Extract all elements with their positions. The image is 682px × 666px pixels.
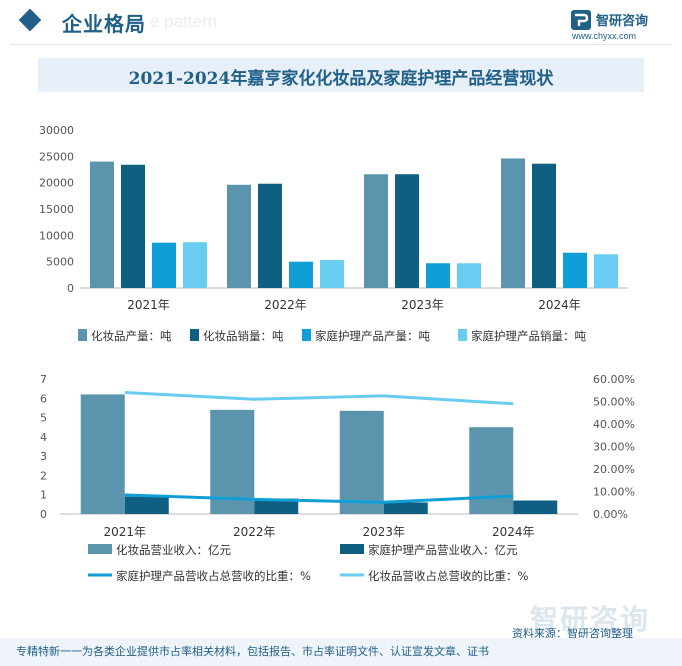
- bar: [289, 261, 313, 288]
- footer-band: [0, 638, 682, 666]
- legend-label: 家庭护理产品营业收入：亿元: [368, 543, 518, 557]
- y-tick-label: 5000: [46, 256, 74, 269]
- bar: [501, 158, 525, 288]
- y-tick-label: 5: [40, 412, 47, 425]
- bar: [121, 164, 145, 288]
- bar: [364, 174, 388, 288]
- data-source: 资料来源：智研咨询整理: [512, 627, 633, 640]
- bar: [90, 161, 114, 288]
- bar: [227, 184, 251, 288]
- logo-name: 智研咨询: [596, 14, 649, 29]
- bar: [426, 263, 450, 288]
- brand-logo: 智研咨询 www.chyxx.com: [570, 9, 680, 43]
- footer-watermark: 智研咨询: [530, 603, 651, 636]
- legend-label: 化妆品产量：吨: [91, 329, 172, 343]
- x-tick-label: 2024年: [538, 298, 581, 312]
- series-line: [124, 391, 514, 406]
- bar: [152, 242, 176, 288]
- y-tick-label: 0: [40, 508, 47, 521]
- x-tick-label: 2024年: [492, 525, 535, 539]
- bar: [457, 263, 481, 288]
- y-tick-label: 6: [40, 392, 47, 405]
- bar: [383, 502, 428, 514]
- bar: [532, 163, 556, 288]
- bar: [513, 500, 558, 514]
- bar: [320, 260, 344, 288]
- volume-bar-chart: 0 5000 10000 15000 20000 25000 30000 2021年 2022年…: [39, 124, 628, 343]
- footer-note: 专精特新一一为各类企业提供市占率相关材料，包括报告、市占率证明文件、认证宣发文章…: [16, 645, 489, 658]
- header-divider: [10, 44, 672, 45]
- revenue-combo-chart: 0 1 2 3 4 5 6 7 0.00% 10.00% 20.00% 30.00% 40.00% 50.…: [40, 373, 635, 583]
- logo-icon: [571, 10, 591, 30]
- legend-swatch: [88, 544, 112, 554]
- x-tick-label: 2023年: [362, 525, 405, 539]
- legend-label: 化妆品销量：吨: [203, 329, 284, 343]
- y2-tick-label: 40.00%: [593, 418, 635, 431]
- bar: [563, 252, 587, 288]
- legend-swatch: [190, 329, 199, 341]
- legend-label: 家庭护理产品营收占总营收的比重：%: [116, 569, 311, 583]
- y2-tick-label: 10.00%: [593, 486, 635, 499]
- legend-swatch: [302, 329, 311, 341]
- y-tick-label: 4: [40, 431, 47, 444]
- header-watermark: e pattern: [150, 12, 218, 31]
- x-tick-label: 2022年: [264, 298, 307, 312]
- legend-swatch: [78, 329, 87, 341]
- y-tick-label: 20000: [39, 177, 74, 190]
- y2-tick-label: 20.00%: [593, 463, 635, 476]
- legend-label: 化妆品营收占总营收的比重：%: [368, 569, 528, 583]
- bar: [183, 242, 207, 288]
- bar: [469, 427, 514, 514]
- x-tick-label: 2021年: [127, 298, 170, 312]
- bar: [395, 174, 419, 288]
- bar: [124, 496, 169, 514]
- legend-label: 家庭护理产品销量：吨: [471, 329, 586, 343]
- bar: [339, 410, 384, 514]
- y-tick-label: 15000: [39, 203, 74, 216]
- legend-swatch: [458, 329, 467, 341]
- bar: [258, 183, 282, 288]
- y-tick-label: 2: [40, 469, 47, 482]
- page-header: 企业格局 e pattern 智研咨询 www.chyxx.com: [0, 0, 682, 44]
- y2-tick-label: 50.00%: [593, 396, 635, 409]
- chart-title-band: 2021-2024年嘉亨家化化妆品及家庭护理产品经营现状: [38, 58, 644, 92]
- bar: [80, 394, 125, 514]
- x-tick-label: 2022年: [233, 525, 276, 539]
- series-line: [124, 493, 514, 504]
- legend-swatch: [340, 544, 364, 554]
- bar: [594, 254, 618, 288]
- chart-title: 2021-2024年嘉亨家化化妆品及家庭护理产品经营现状: [128, 69, 554, 89]
- logo-url: www.chyxx.com: [572, 31, 637, 41]
- legend-label: 化妆品营业收入：亿元: [116, 543, 231, 557]
- y2-tick-label: 30.00%: [593, 441, 635, 454]
- y-tick-label: 7: [40, 373, 47, 386]
- bar: [254, 498, 299, 514]
- y-tick-label: 0: [67, 282, 74, 295]
- y-tick-label: 25000: [39, 150, 74, 163]
- y-tick-label: 10000: [39, 229, 74, 242]
- y-tick-label: 3: [40, 450, 47, 463]
- y2-tick-label: 0.00%: [593, 508, 628, 521]
- x-tick-label: 2023年: [401, 298, 444, 312]
- x-tick-label: 2021年: [103, 525, 146, 539]
- y2-tick-label: 60.00%: [593, 373, 635, 386]
- section-title: 企业格局: [62, 12, 146, 36]
- legend-label: 家庭护理产品产量：吨: [315, 329, 430, 343]
- diamond-icon: [18, 8, 42, 32]
- y-tick-label: 30000: [39, 124, 74, 137]
- y-tick-label: 1: [40, 489, 47, 502]
